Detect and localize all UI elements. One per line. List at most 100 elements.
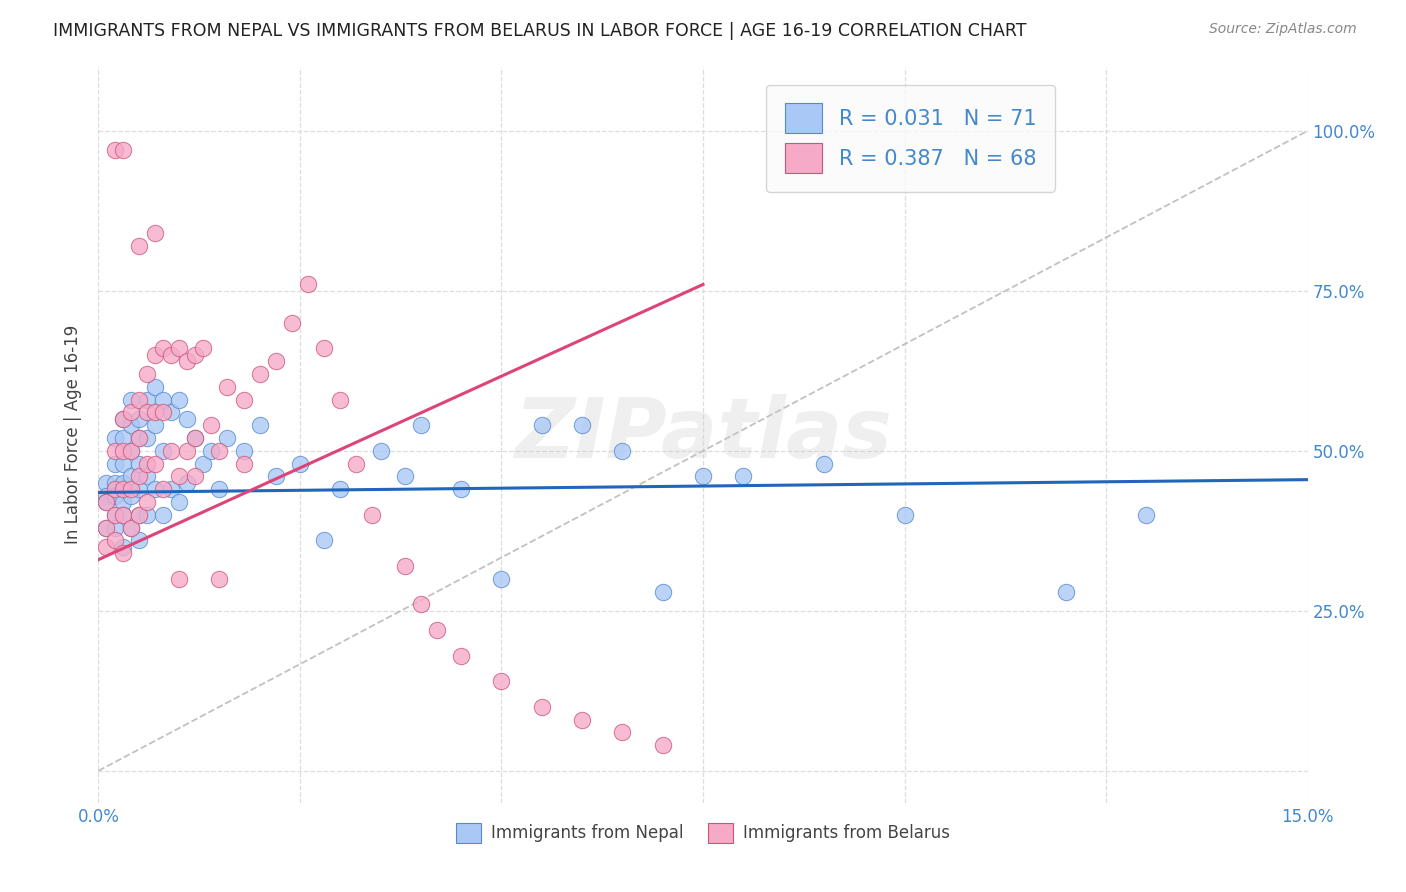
Point <box>111 482 134 496</box>
Point <box>128 508 150 522</box>
Point <box>530 418 553 433</box>
Point <box>152 443 174 458</box>
Point <box>103 508 125 522</box>
Point <box>612 725 634 739</box>
Point <box>160 405 183 419</box>
Point <box>128 392 150 407</box>
Point <box>160 482 183 496</box>
Point <box>96 475 118 490</box>
Point <box>103 521 125 535</box>
Point <box>176 443 198 458</box>
Point <box>103 533 125 548</box>
Point <box>128 239 150 253</box>
Point <box>200 418 222 433</box>
Point <box>120 521 142 535</box>
Point <box>111 412 134 426</box>
Point <box>103 475 125 490</box>
Point <box>329 392 352 407</box>
Point <box>128 469 150 483</box>
Point <box>612 443 634 458</box>
Point <box>135 367 157 381</box>
Point <box>143 380 166 394</box>
Y-axis label: In Labor Force | Age 16-19: In Labor Force | Age 16-19 <box>65 326 83 544</box>
Point <box>409 418 432 433</box>
Point <box>143 418 166 433</box>
Point <box>111 412 134 426</box>
Point <box>491 674 513 689</box>
Point <box>135 495 157 509</box>
Point <box>491 572 513 586</box>
Point <box>208 482 231 496</box>
Point <box>152 508 174 522</box>
Point <box>314 342 336 356</box>
Point <box>176 412 198 426</box>
Point <box>120 489 142 503</box>
Legend: Immigrants from Nepal, Immigrants from Belarus: Immigrants from Nepal, Immigrants from B… <box>449 816 957 850</box>
Point <box>120 469 142 483</box>
Point <box>120 392 142 407</box>
Point <box>370 443 392 458</box>
Point <box>281 316 304 330</box>
Point <box>135 508 157 522</box>
Point <box>200 443 222 458</box>
Point <box>232 443 254 458</box>
Point <box>96 495 118 509</box>
Point <box>217 431 239 445</box>
Point <box>111 546 134 560</box>
Point <box>120 418 142 433</box>
Point <box>394 469 416 483</box>
Point <box>152 392 174 407</box>
Point <box>103 143 125 157</box>
Point <box>1054 584 1077 599</box>
Point <box>409 598 432 612</box>
Point <box>120 443 142 458</box>
Point <box>167 342 190 356</box>
Point <box>176 354 198 368</box>
Point <box>111 508 134 522</box>
Point <box>329 482 352 496</box>
Point <box>450 482 472 496</box>
Point <box>571 713 593 727</box>
Point <box>208 443 231 458</box>
Point <box>143 348 166 362</box>
Point <box>96 521 118 535</box>
Point <box>111 143 134 157</box>
Point <box>297 277 319 292</box>
Point <box>128 457 150 471</box>
Point <box>167 572 190 586</box>
Point <box>184 431 207 445</box>
Point <box>450 648 472 663</box>
Point <box>314 533 336 548</box>
Point <box>103 489 125 503</box>
Text: ZIPatlas: ZIPatlas <box>515 394 891 475</box>
Point <box>120 443 142 458</box>
Point <box>249 367 271 381</box>
Point <box>264 469 287 483</box>
Point <box>692 469 714 483</box>
Point <box>143 227 166 241</box>
Point <box>361 508 384 522</box>
Point <box>96 495 118 509</box>
Point <box>128 508 150 522</box>
Point <box>651 738 673 752</box>
Point <box>160 348 183 362</box>
Point <box>103 482 125 496</box>
Point <box>208 572 231 586</box>
Point <box>167 392 190 407</box>
Point <box>120 405 142 419</box>
Point <box>96 489 118 503</box>
Point <box>813 457 835 471</box>
Point <box>128 533 150 548</box>
Point <box>111 508 134 522</box>
Point <box>135 392 157 407</box>
Point <box>143 405 166 419</box>
Point <box>184 469 207 483</box>
Point <box>143 457 166 471</box>
Point <box>120 482 142 496</box>
Point <box>152 342 174 356</box>
Point <box>160 443 183 458</box>
Point <box>128 431 150 445</box>
Point <box>733 469 755 483</box>
Point <box>135 469 157 483</box>
Point <box>135 431 157 445</box>
